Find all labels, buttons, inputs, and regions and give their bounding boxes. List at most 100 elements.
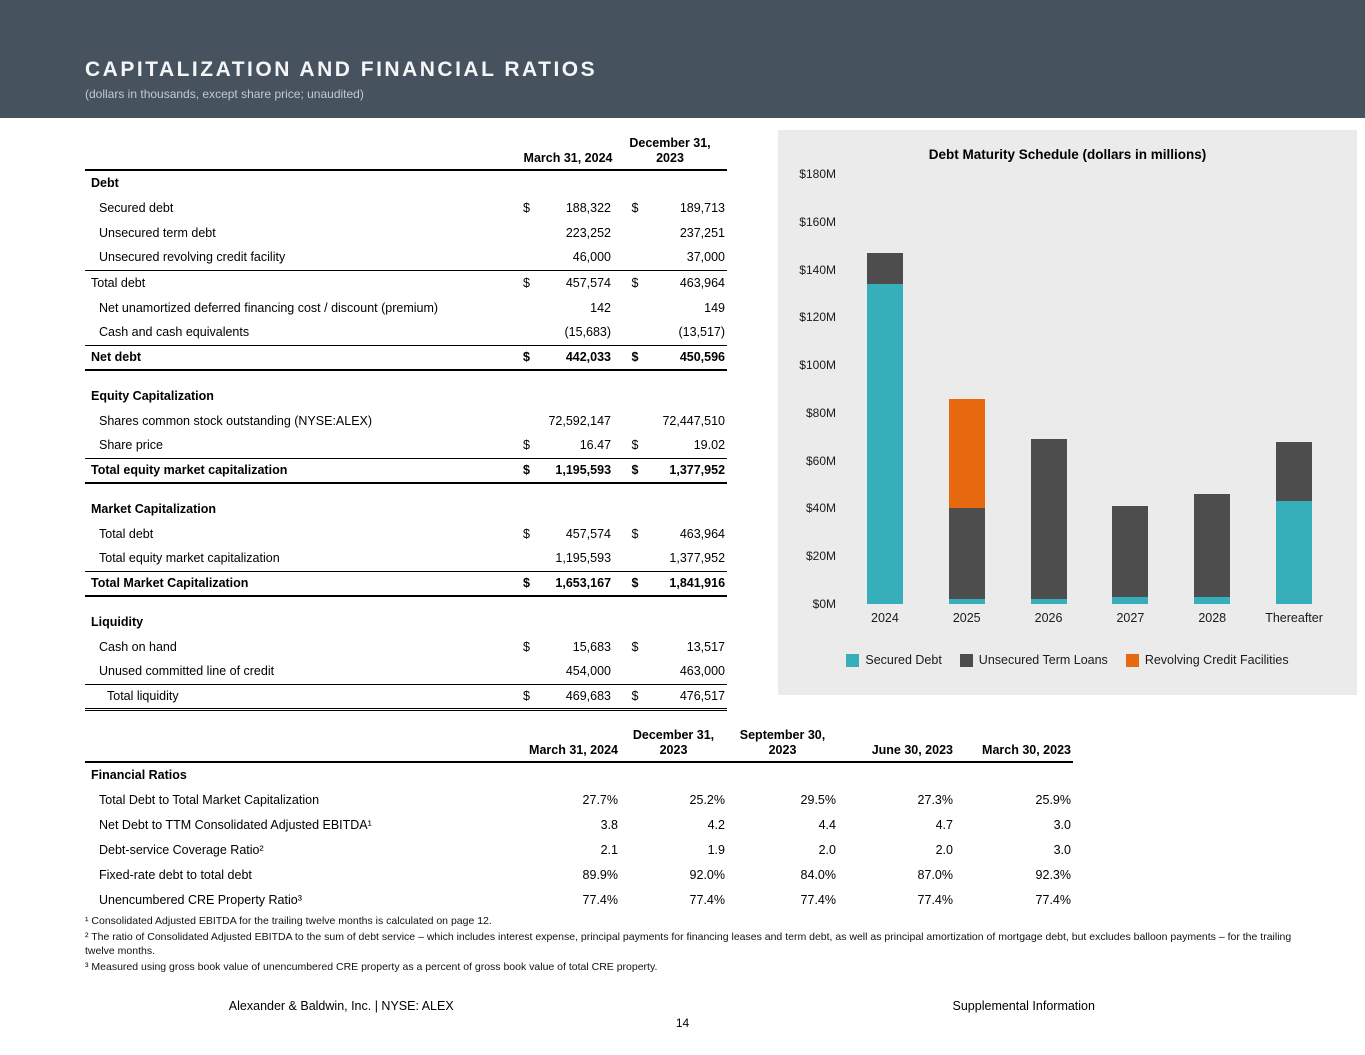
ratio-value: 87.0% <box>917 867 953 882</box>
legend-item: Unsecured Term Loans <box>959 653 1108 667</box>
bar-2027 <box>1089 174 1171 604</box>
section-row: Market Capitalization <box>85 496 727 521</box>
row-label: Total liquidity <box>85 684 523 711</box>
chart-x-axis: 2024 2025 2026 2027 2028 Thereafter <box>844 611 1335 625</box>
value-current-period: 1,195,593 <box>543 458 614 484</box>
legend-swatch-icon <box>1125 653 1139 667</box>
bar-segment-secured-debt <box>1276 501 1313 604</box>
bar-segment-unsecured-term-loans <box>1030 439 1067 600</box>
section-label: Equity Capitalization <box>91 388 214 403</box>
table-row: Unused committed line of credit 454,000 46… <box>85 659 728 685</box>
currency-symbol: $ <box>613 684 658 711</box>
row-label: Net unamortized deferred financing cost … <box>99 300 439 315</box>
legend-item: Revolving Credit Facilities <box>1125 653 1289 667</box>
chart-y-axis: $0M $20M $40M $60M $80M $100M $120M $140M $160M $… <box>786 167 844 611</box>
currency-symbol <box>613 245 658 271</box>
legend-label: Unsecured Term Loans <box>978 653 1108 667</box>
value-current-period: 15,683 <box>572 639 612 654</box>
ratio-row: Fixed-rate debt to total debt 89.9% 92.0% 8… <box>85 862 1073 887</box>
value-prior-period: 463,964 <box>679 275 726 290</box>
currency-symbol: $ <box>523 345 543 371</box>
legend-item: Secured Debt <box>846 653 942 667</box>
value-current-period: 188,322 <box>565 200 612 215</box>
value-current-period: 1,195,593 <box>543 546 614 572</box>
bar-segment-unsecured-term-loans <box>948 508 985 600</box>
section-row: Equity Capitalization <box>85 383 727 408</box>
footnote: ³ Measured using gross book value of une… <box>85 960 658 973</box>
table-row: Unsecured term debt 223,252 237,251 <box>85 220 727 245</box>
row-label: Cash on hand <box>99 639 177 654</box>
ratios-col-header-march-2023: March 30, 2023 <box>955 720 1073 763</box>
bar-segment-secured-debt <box>948 599 985 604</box>
currency-symbol <box>613 295 657 320</box>
currency-symbol <box>523 245 543 271</box>
ratio-value: 4.7 <box>935 817 953 832</box>
table-row: Secured debt $188,322 $189,713 <box>85 195 727 220</box>
ratio-value: 3.0 <box>1053 842 1071 857</box>
ratio-value: 29.5% <box>800 792 836 807</box>
currency-symbol: $ <box>613 458 658 484</box>
y-axis-tick-label: $40M <box>805 501 836 516</box>
currency-symbol: $ <box>631 200 639 215</box>
ratio-value: 4.4 <box>818 817 836 832</box>
value-current-period: 142 <box>590 300 612 315</box>
row-label: Total debt <box>91 275 146 290</box>
row-label: Unused committed line of credit <box>85 659 523 685</box>
empty-header-cell <box>85 720 480 763</box>
debt-maturity-chart: Debt Maturity Schedule (dollars in milli… <box>778 130 1357 695</box>
bar-segment-secured-debt <box>1194 596 1231 604</box>
row-label: Share price <box>85 433 523 459</box>
value-prior-period: 149 <box>704 300 726 315</box>
currency-symbol <box>523 220 543 245</box>
currency-symbol: $ <box>523 639 530 654</box>
ratio-value: 77.4% <box>917 892 953 907</box>
currency-symbol: $ <box>613 571 658 597</box>
row-label: Total equity market capitalization <box>85 458 523 484</box>
ratios-col-header-june-2023: June 30, 2023 <box>838 720 955 763</box>
footnotes: ¹ Consolidated Adjusted EBITDA for the t… <box>85 914 1295 975</box>
value-current-period: 16.47 <box>543 433 614 459</box>
legend-swatch-icon <box>846 653 860 667</box>
spacer-row <box>85 370 727 383</box>
section-label: Market Capitalization <box>91 501 217 516</box>
spacer-row <box>85 596 727 609</box>
currency-symbol: $ <box>523 458 543 484</box>
cap-table-header-row: March 31, 2024 December 31, 2023 <box>85 136 728 171</box>
row-label: Cash and cash equivalents <box>85 320 523 346</box>
x-axis-label: 2028 <box>1198 611 1227 625</box>
section-label: Debt <box>91 176 119 190</box>
chart-legend: Secured Debt Unsecured Term Loans Revolvin… <box>778 653 1357 667</box>
ratios-col-header-december-2023: December 31, 2023 <box>620 720 727 763</box>
ratio-value: 3.8 <box>600 817 618 832</box>
y-axis-tick-label: $60M <box>805 453 836 468</box>
row-label: Total equity market capitalization <box>85 546 523 572</box>
ratio-label: Unencumbered CRE Property Ratio³ <box>99 892 302 907</box>
ratio-value: 3.0 <box>1053 817 1071 832</box>
y-axis-tick-label: $160M <box>799 214 836 229</box>
ratio-row: Unencumbered CRE Property Ratio³ 77.4% 77.… <box>85 887 1073 912</box>
ratio-row: Total Debt to Total Market Capitalizatio… <box>85 787 1073 812</box>
table-row: Total liquidity $469,683 $476,517 <box>85 684 728 711</box>
bar-thereafter <box>1253 174 1335 604</box>
row-label: Unsecured revolving credit facility <box>85 245 523 271</box>
currency-symbol <box>523 408 543 433</box>
ratio-label: Net Debt to TTM Consolidated Adjusted EB… <box>99 817 372 832</box>
y-axis-tick-label: $0M <box>812 597 836 611</box>
row-label: Unsecured term debt <box>99 225 216 240</box>
currency-symbol <box>523 320 543 346</box>
table-row: Total equity market capitalization $1,195… <box>85 458 728 484</box>
table-row: Net unamortized deferred financing cost … <box>85 295 727 320</box>
ratio-value: 27.7% <box>582 792 618 807</box>
value-prior-period: 189,713 <box>679 200 726 215</box>
ratio-value: 77.4% <box>1035 892 1071 907</box>
table-row: Total debt $457,574 $463,964 <box>85 270 727 295</box>
footer-company: Alexander & Baldwin, Inc. | NYSE: ALEX <box>228 999 454 1013</box>
value-prior-period: 450,596 <box>657 345 728 371</box>
value-current-period: 469,683 <box>543 684 614 711</box>
value-current-period: (15,683) <box>543 320 614 346</box>
value-current-period: 457,574 <box>565 526 612 541</box>
bar-segment-unsecured-term-loans <box>1112 506 1149 597</box>
legend-label: Revolving Credit Facilities <box>1144 653 1289 667</box>
ratios-col-header-march-2024: March 31, 2024 <box>480 720 620 763</box>
